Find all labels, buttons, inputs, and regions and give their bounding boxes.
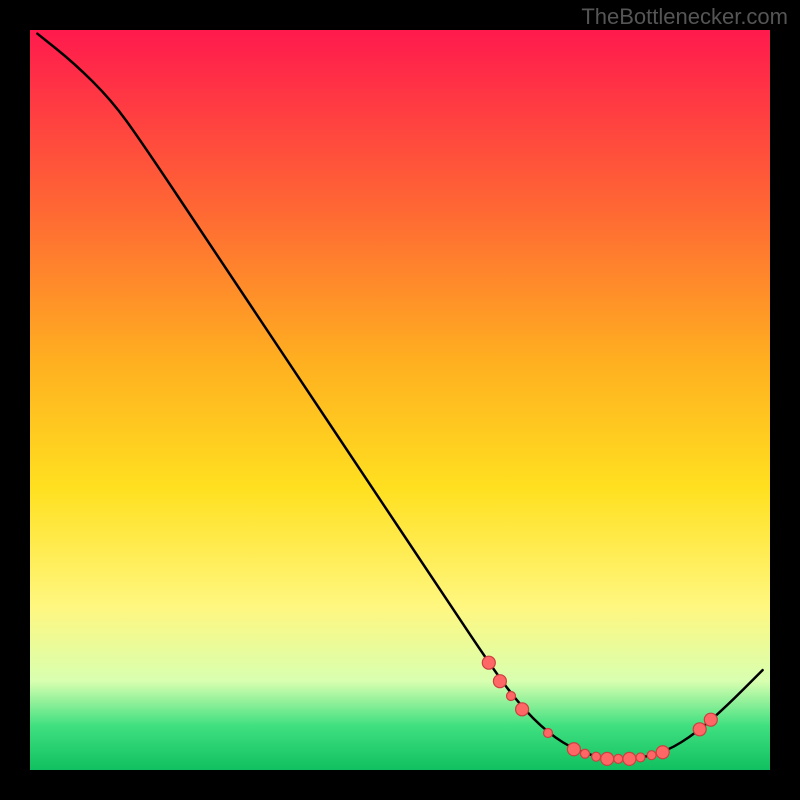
data-marker <box>493 675 506 688</box>
data-marker <box>623 752 636 765</box>
data-marker <box>544 729 553 738</box>
attribution-label: TheBottlenecker.com <box>581 4 788 30</box>
plot-area <box>30 30 770 770</box>
data-marker <box>614 754 623 763</box>
chart-svg <box>30 30 770 770</box>
data-marker <box>636 753 645 762</box>
data-marker <box>592 752 601 761</box>
data-marker <box>516 703 529 716</box>
data-marker <box>601 752 614 765</box>
chart-stage: TheBottlenecker.com <box>0 0 800 800</box>
data-marker <box>693 723 706 736</box>
data-marker <box>656 746 669 759</box>
data-marker <box>647 751 656 760</box>
data-marker <box>482 656 495 669</box>
data-marker <box>507 692 516 701</box>
data-marker <box>704 713 717 726</box>
data-marker <box>581 749 590 758</box>
data-marker <box>567 743 580 756</box>
